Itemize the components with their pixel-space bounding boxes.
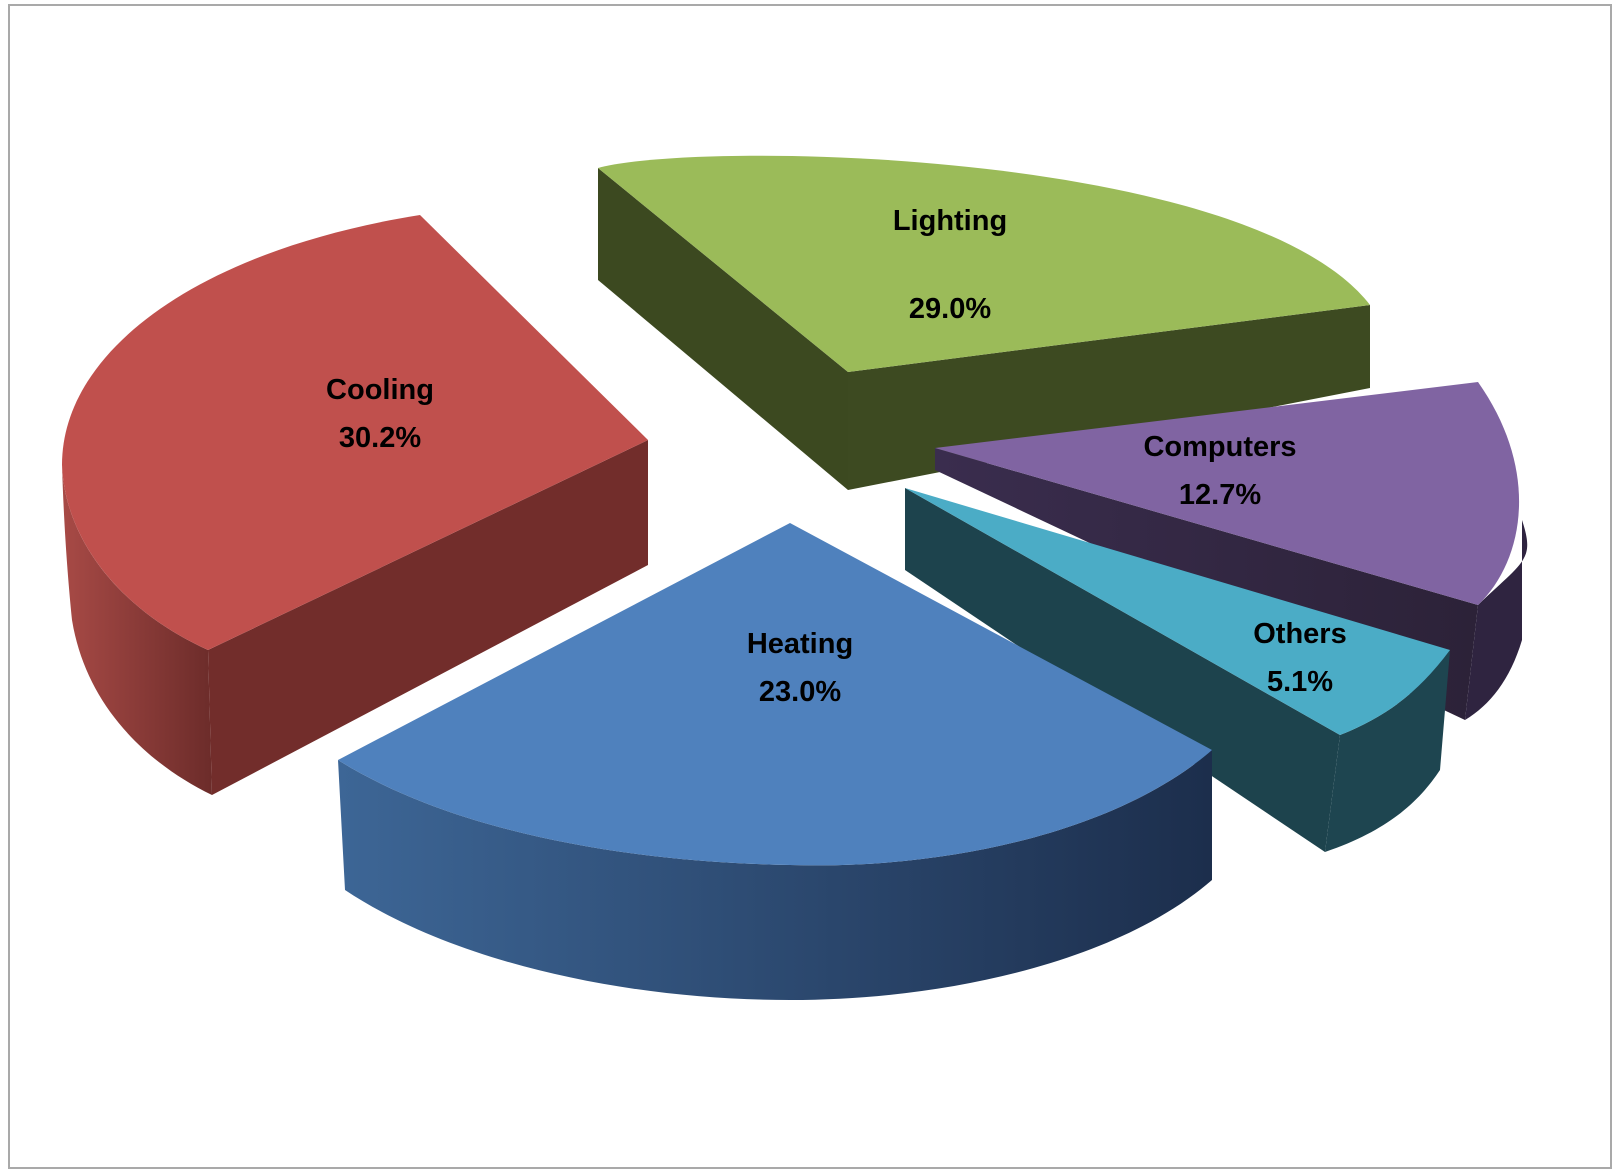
slice-value-heating: 23.0% <box>759 676 841 708</box>
pie-slice-side-others <box>1325 650 1450 852</box>
pie-slice-top-computers <box>935 382 1520 605</box>
pie-slice-side-cooling <box>208 440 648 795</box>
pie-slice-side-others <box>905 488 1340 852</box>
pie-slice-top-heating <box>338 523 1212 866</box>
slice-label-cooling: Cooling <box>326 374 434 406</box>
pie-slice-side-cooling <box>62 465 212 795</box>
pie-slice-side-heating <box>338 750 1212 1000</box>
pie-slice-side-lighting <box>598 168 848 490</box>
pie-slice-heating <box>338 523 1212 1000</box>
slice-label-computers: Computers <box>1143 431 1296 463</box>
pie-slice-cooling <box>62 215 648 795</box>
pie-slice-top-cooling <box>62 215 648 650</box>
slice-label-lighting: Lighting <box>893 205 1007 237</box>
pie-slice-others <box>905 488 1450 852</box>
slice-value-computers: 12.7% <box>1179 479 1261 511</box>
slice-label-others: Others <box>1253 618 1346 650</box>
slice-value-lighting: 29.0% <box>909 293 991 325</box>
slice-value-cooling: 30.2% <box>339 422 421 454</box>
pie-slice-side-computers <box>1465 520 1528 720</box>
slice-label-heating: Heating <box>747 628 853 660</box>
pie-slice-top-lighting <box>598 155 1370 372</box>
pie-slice-top-others <box>905 488 1450 735</box>
slice-value-others: 5.1% <box>1267 666 1333 698</box>
